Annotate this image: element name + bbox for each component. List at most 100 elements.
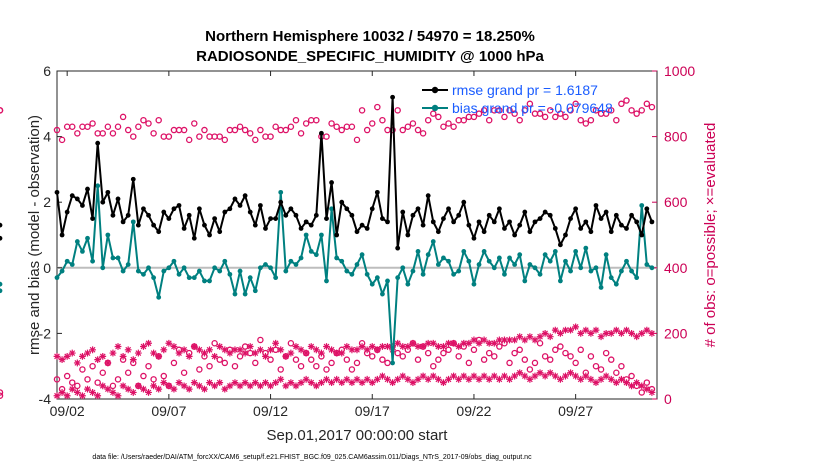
bias-point [161, 268, 167, 274]
bias-point [308, 249, 314, 254]
rmse-point [369, 206, 375, 212]
rmse-point [359, 222, 365, 228]
obs-evaluated-marker [297, 379, 305, 386]
bias-point [130, 219, 136, 225]
obs-evaluated-marker [180, 382, 188, 390]
obs-possible-marker [84, 376, 91, 383]
obs-possible-marker [323, 133, 330, 140]
obs-evaluated-marker [165, 339, 173, 347]
bias-point [313, 252, 319, 258]
obs-evaluated-marker [343, 375, 351, 383]
obs-evaluated-marker [185, 352, 193, 360]
rmse-point [339, 199, 345, 205]
obs-possible-marker [104, 123, 112, 131]
obs-evaluated-marker [424, 339, 432, 347]
obs-evaluated-marker [526, 333, 534, 341]
obs-evaluated-marker [277, 375, 285, 383]
obs-evaluated-marker [170, 343, 178, 350]
obs-possible-marker [485, 116, 493, 124]
rmse-point [466, 222, 472, 228]
rmse-point [547, 212, 553, 218]
bias-point [298, 255, 304, 261]
obs-possible-marker [140, 116, 147, 124]
rmse-point [522, 209, 528, 215]
obs-possible-marker [323, 366, 330, 373]
obs-possible-marker [216, 356, 223, 363]
obs-possible-marker [196, 133, 203, 140]
y-tick-label-right: 0 [664, 391, 672, 407]
obs-possible-marker [267, 356, 274, 363]
obs-possible-marker [414, 356, 422, 363]
obs-possible-marker [638, 389, 645, 396]
obs-evaluated-marker [206, 346, 213, 354]
obs-possible-marker [150, 130, 157, 137]
bias-point [380, 291, 385, 297]
obs-possible-marker [221, 136, 229, 144]
obs-evaluated-marker [582, 326, 590, 334]
bias-point [80, 249, 85, 254]
obs-evaluated-marker [455, 375, 463, 383]
obs-possible-marker [506, 107, 513, 114]
obs-evaluated-marker [628, 382, 635, 390]
bias-point [90, 258, 95, 264]
obs-evaluated-marker [450, 372, 458, 380]
obs-possible-marker [180, 126, 188, 134]
rmse-point [364, 226, 370, 231]
rmse-point [593, 203, 599, 208]
obs-evaluated-marker [94, 356, 102, 364]
bias-point [522, 278, 528, 284]
x-tick-label: 09/02 [50, 403, 85, 419]
bias-point [624, 258, 629, 264]
bias-point [202, 278, 207, 284]
obs-evaluated-marker [638, 382, 646, 390]
obs-possible-marker [185, 136, 193, 144]
rmse-point [54, 189, 60, 195]
bias-point [552, 249, 558, 254]
obs-possible-marker [69, 123, 76, 131]
rmse-point [242, 193, 248, 199]
obs-evaluated-marker [445, 375, 452, 383]
rmse-point [146, 212, 151, 218]
rmse-point [100, 199, 106, 205]
y-tick-label-right: 600 [664, 194, 688, 210]
rmse-point [191, 235, 197, 241]
obs-evaluated-marker [73, 389, 81, 396]
obs-possible-marker [511, 349, 518, 357]
obs-evaluated-marker [58, 356, 66, 364]
obs-possible-marker [440, 349, 447, 357]
obs-evaluated-marker [323, 375, 330, 383]
bias-point [293, 262, 299, 267]
obs-possible-marker [297, 130, 305, 137]
y-tick-label: 4 [43, 129, 51, 145]
rmse-point [491, 219, 497, 225]
obs-evaluated-marker [109, 349, 117, 357]
bias-point [451, 271, 457, 277]
bias-point [252, 288, 258, 294]
obs-evaluated-marker [480, 372, 488, 380]
obs-possible-marker [74, 130, 81, 137]
rmse-point [151, 222, 157, 228]
obs-evaluated-marker [89, 346, 96, 354]
bias-point [588, 268, 594, 274]
rmse-point [390, 94, 395, 100]
obs-evaluated-marker [562, 372, 569, 380]
bias-point [329, 206, 334, 212]
rmse-point [481, 229, 487, 235]
rmse-point [639, 232, 645, 238]
rmse-point [237, 203, 243, 208]
obs-possible-marker [628, 372, 635, 380]
obs-evaluated-marker [450, 339, 458, 347]
bias-point [613, 281, 619, 287]
rmse-point [542, 209, 548, 215]
obs-possible-marker [531, 359, 539, 367]
rmse-point [385, 219, 390, 225]
obs-evaluated-marker [231, 379, 239, 386]
rmse-point [486, 212, 492, 218]
obs-possible-marker [231, 126, 239, 134]
obs-possible-marker [236, 123, 244, 131]
bias-point [385, 278, 390, 284]
bias-point [257, 265, 263, 271]
obs-evaluated-marker [582, 372, 590, 380]
bias-point [85, 235, 90, 241]
obs-possible-marker [516, 116, 523, 124]
